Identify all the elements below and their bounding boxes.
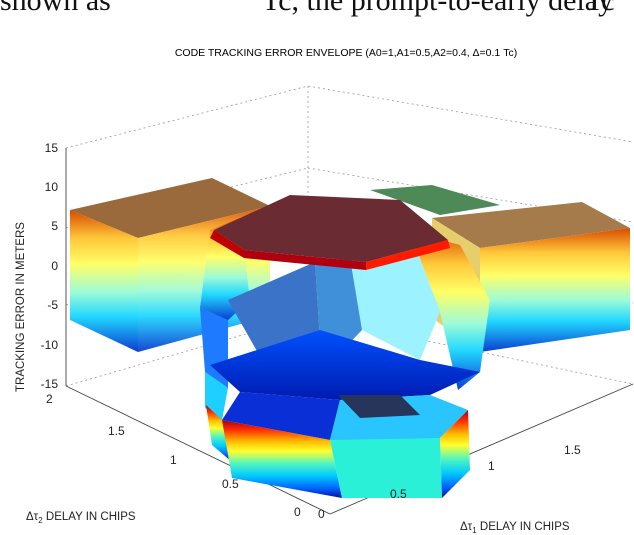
cropped-caption-text: shown as Tc, the prompt-to-early delay T… [0,0,634,22]
z-tick-label: 5 [51,219,58,233]
caption-fragment-right: Tc [585,0,615,17]
y-tick-label: 1 [170,453,177,467]
caption-fragment-left: shown as [0,0,111,17]
y-axis-label: Δτ2 DELAY IN CHIPS [26,511,136,525]
z-tick-label: 0 [51,259,58,273]
z-axis-label: TRACKING ERROR IN METERS [15,222,27,392]
x-axis-ticks: 0 0.5 1 1.5 [318,443,581,521]
y-axis-ticks: 2 1.5 1 0.5 0 [46,392,301,519]
z-tick-label: -5 [47,298,58,312]
x-tick-label: 1 [488,459,495,473]
x-tick-label: 0.5 [390,487,407,501]
z-tick-label: -10 [41,338,59,352]
y-tick-label: 0 [294,505,301,519]
z-axis-ticks: 15 10 5 0 -5 -10 -15 [41,141,59,391]
z-tick-label: 15 [45,141,59,155]
y-tick-label: 1.5 [108,424,125,438]
z-tick-label: 10 [45,180,59,194]
z-tick-label: -15 [41,377,59,391]
y-tick-label: 0.5 [222,477,239,491]
x-tick-label: 1.5 [564,443,581,457]
surface-center-ring [200,218,490,498]
caption-fragment-middle: Tc, the prompt-to-early delay [262,0,614,17]
x-tick-label: 0 [318,507,325,521]
chart-title: CODE TRACKING ERROR ENVELOPE (A0=1,A1=0.… [175,47,517,59]
y-tick-label: 2 [46,392,53,406]
x-axis-label: Δτ1 DELAY IN CHIPS [460,521,570,535]
surface-center-top [210,195,450,270]
